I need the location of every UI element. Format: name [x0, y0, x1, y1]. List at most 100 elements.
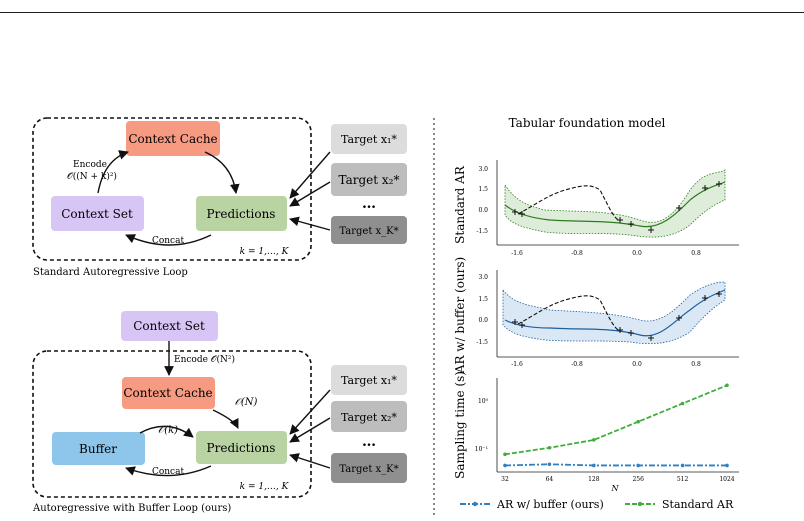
cache-cost: 𝒪(N) — [235, 397, 258, 408]
p2-xtick-0: -1.6 — [511, 361, 523, 368]
p3-ylabel: Sampling time (s) — [453, 371, 467, 479]
p3-ytick-0: 10⁰ — [478, 398, 489, 405]
p3-point-1-2 — [592, 438, 596, 442]
p2-ytick-1: 1.5 — [478, 296, 488, 303]
p1-ytick-1: 1.5 — [478, 186, 488, 193]
concat-arrow-2 — [125, 465, 212, 477]
target-ellipsis: … — [362, 196, 376, 212]
p1-xtick-3: 0.8 — [691, 250, 701, 257]
encode-cost: 𝒪((N + k)²) — [67, 171, 117, 182]
context-cache-label: Context Cache — [128, 132, 217, 146]
standard-ar-panel: Standard AR 3.0 1.5 0.0 -1.5 -1.6 -0.8 0… — [453, 160, 739, 257]
p1-xtick-1: -0.8 — [571, 250, 583, 257]
target-1-label-2: Target x₁* — [341, 374, 397, 387]
context-set-box — [51, 196, 144, 231]
p3-xtick-4: 512 — [677, 476, 689, 483]
target-2-arrow-2 — [289, 417, 331, 443]
legend-buffer-marker — [472, 501, 478, 507]
loop-frame-2 — [32, 350, 312, 498]
encode-arrow — [97, 150, 129, 194]
p2-context-points — [512, 291, 722, 341]
p1-mean — [504, 181, 726, 228]
buffer-cost: 𝒪(k) — [158, 425, 178, 436]
p3-series-line-1 — [504, 384, 728, 456]
right-title: Tabular foundation model — [509, 116, 666, 130]
buffer-loop: Context Set Encode 𝒪(N²) Context Cache 𝒪… — [32, 311, 407, 514]
p1-ylabel: Standard AR — [453, 165, 467, 244]
p1-truth — [517, 185, 619, 221]
p3-point-1-3 — [636, 419, 640, 424]
p1-context-points — [512, 181, 722, 233]
sampling-time-panel: Sampling time (s) 10⁰ 10⁻¹ 32 64 128 256 512… — [453, 371, 739, 493]
p2-xtick-3: 0.8 — [691, 361, 701, 368]
target-k-arrow-2 — [289, 453, 331, 469]
p1-band — [504, 169, 726, 238]
target-2-label: Target x₂* — [339, 173, 400, 187]
p3-series-line-0 — [504, 463, 727, 467]
target-1-box — [331, 124, 407, 154]
encode-label: Encode — [73, 160, 107, 170]
top-rule — [0, 12, 804, 13]
p3-point-1-1 — [547, 446, 552, 450]
legend-standard-label: Standard AR — [662, 498, 734, 511]
p3-point-0-0 — [503, 463, 507, 468]
p1-ytick-2: 0.0 — [478, 207, 488, 214]
target-k-arrow — [289, 216, 331, 231]
p3-point-0-2 — [592, 463, 596, 468]
loop-frame — [32, 117, 312, 261]
context-cache-box-2 — [122, 377, 215, 409]
context-set-box-2 — [121, 311, 218, 341]
p2-ytick-3: -1.5 — [476, 339, 488, 346]
p3-xlabel: N — [611, 484, 620, 493]
p1-xtick-2: 0.0 — [632, 250, 642, 257]
target-ellipsis-2: … — [362, 434, 376, 450]
p3-point-0-1 — [547, 462, 552, 467]
target-1-arrow — [289, 151, 331, 199]
standard-loop-caption: Standard Autoregressive Loop — [33, 267, 188, 278]
p3-point-1-0 — [503, 452, 507, 457]
p3-xticks: 32 64 128 256 512 1024 — [501, 476, 735, 483]
target-2-label-2: Target x₂* — [341, 411, 397, 424]
target-k-box-2 — [331, 453, 407, 483]
p3-xtick-5: 1024 — [719, 476, 734, 483]
p3-series — [503, 383, 729, 468]
p2-xtick-1: -0.8 — [571, 361, 583, 368]
k-range: k = 1,…, K — [240, 247, 290, 257]
p3-point-1-5 — [725, 383, 729, 388]
legend-standard-marker — [637, 501, 643, 507]
p1-ytick-3: -1.5 — [476, 228, 488, 235]
buffer-loop-caption: Autoregressive with Buffer Loop (ours) — [32, 503, 231, 514]
p2-ytick-2: 0.0 — [478, 317, 488, 324]
p2-truth — [517, 295, 619, 331]
target-1-box-2 — [331, 365, 407, 395]
p3-xtick-1: 64 — [546, 476, 554, 483]
p1-ytick-0: 3.0 — [478, 166, 488, 173]
cache-to-pred-arrow-2 — [212, 409, 239, 429]
p3-xtick-2: 128 — [588, 476, 600, 483]
p2-band — [502, 281, 726, 345]
target-1-arrow-2 — [289, 389, 331, 435]
target-2-box — [331, 163, 407, 196]
target-k-box — [331, 216, 407, 244]
buffer-to-pred-arrow — [139, 425, 194, 438]
p2-ytick-0: 3.0 — [478, 274, 488, 281]
target-k-label: Target x_K* — [339, 226, 398, 237]
legend-buffer-label: AR w/ buffer (ours) — [496, 498, 604, 511]
predictions-box — [196, 196, 287, 231]
p1-xtick-0: -1.6 — [511, 250, 523, 257]
predictions-label: Predictions — [207, 207, 276, 221]
buffer-box — [52, 432, 145, 465]
target-k-label-2: Target x_K* — [339, 464, 398, 475]
cache-to-pred-arrow — [204, 151, 240, 194]
p3-xtick-3: 256 — [632, 476, 644, 483]
p3-point-0-4 — [680, 463, 685, 468]
p3-ytick-1: 10⁻¹ — [475, 446, 488, 453]
p2-xtick-2: 0.0 — [632, 361, 642, 368]
concat-label-2: Concat — [152, 467, 185, 477]
p2-ylabel: AR w/ buffer (ours) — [453, 257, 467, 374]
target-2-box-2 — [331, 401, 407, 432]
predictions-label-2: Predictions — [207, 441, 276, 455]
concat-arrow — [125, 234, 212, 246]
p3-point-0-3 — [636, 463, 640, 468]
target-1-label: Target x₁* — [341, 133, 397, 146]
